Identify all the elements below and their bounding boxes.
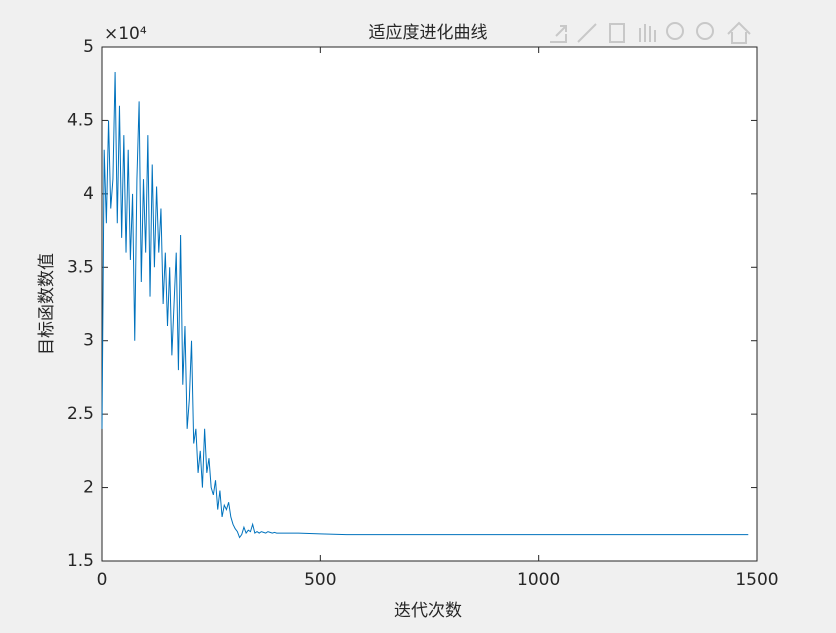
- y-tick-label: 1.5: [67, 551, 94, 571]
- y-tick-label: 4: [83, 184, 94, 204]
- y-multiplier: ×10⁴: [104, 24, 147, 44]
- zoom-in-icon[interactable]: [666, 22, 684, 40]
- y-tick-label: 3.5: [67, 257, 94, 277]
- export-icon[interactable]: [550, 25, 567, 43]
- y-tick-label: 2: [83, 478, 94, 498]
- y-tick-label: 2.5: [67, 404, 94, 424]
- y-tick-label: 3: [83, 331, 94, 351]
- x-axis-label: 迭代次数: [394, 601, 462, 621]
- x-tick-label: 500: [304, 570, 336, 590]
- axes-box: [101, 46, 758, 562]
- zoom-out-icon[interactable]: [696, 22, 714, 40]
- chart-title: 适应度进化曲线: [369, 23, 488, 43]
- y-tick-label: 5: [83, 37, 94, 57]
- y-axis-label: 目标函数数值: [37, 253, 57, 355]
- pan-icon[interactable]: [639, 24, 656, 42]
- data-tip-icon[interactable]: [609, 23, 625, 43]
- data-line: [101, 71, 749, 539]
- brush-icon[interactable]: [577, 23, 597, 43]
- x-tick-label: 0: [97, 570, 108, 590]
- x-tick-label: 1000: [517, 570, 560, 590]
- toolbar: [550, 21, 751, 44]
- y-tick-label: 4.5: [67, 110, 94, 130]
- home-icon[interactable]: [727, 21, 751, 44]
- x-tick-label: 1500: [735, 570, 778, 590]
